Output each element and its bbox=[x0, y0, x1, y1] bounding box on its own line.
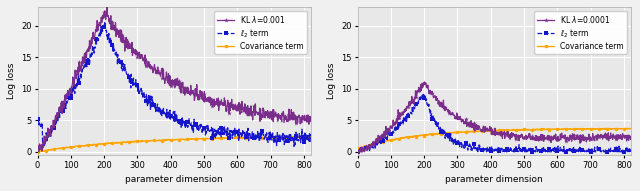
KL $\lambda$=0.001 bbox=[157, 69, 165, 71]
Covariance term bbox=[522, 129, 529, 131]
KL $\lambda$=0.0001 bbox=[477, 130, 485, 132]
KL $\lambda$=0.001 bbox=[103, 4, 111, 7]
KL $\lambda$=0.0001 bbox=[575, 138, 583, 140]
Covariance term bbox=[614, 127, 621, 129]
Covariance term bbox=[34, 151, 42, 153]
Line: $\ell_2$ term: $\ell_2$ term bbox=[356, 93, 632, 154]
KL $\lambda$=0.0001 bbox=[354, 151, 362, 153]
Line: Covariance term: Covariance term bbox=[356, 127, 632, 150]
$\ell_2$ term bbox=[307, 133, 314, 136]
Covariance term bbox=[627, 127, 634, 129]
$\ell_2$ term bbox=[614, 151, 621, 153]
Legend: KL $\lambda$=0.0001, $\ell_2$ term, Covariance term: KL $\lambda$=0.0001, $\ell_2$ term, Cova… bbox=[534, 11, 627, 54]
Covariance term bbox=[228, 137, 236, 139]
KL $\lambda$=0.0001 bbox=[548, 137, 556, 139]
KL $\lambda$=0.0001 bbox=[627, 138, 634, 141]
KL $\lambda$=0.0001 bbox=[614, 138, 621, 141]
Line: KL $\lambda$=0.001: KL $\lambda$=0.001 bbox=[35, 3, 313, 154]
$\ell_2$ term bbox=[548, 149, 556, 151]
Covariance term bbox=[355, 147, 362, 150]
Y-axis label: Log loss: Log loss bbox=[327, 63, 336, 99]
KL $\lambda$=0.001 bbox=[256, 107, 264, 109]
Covariance term bbox=[157, 139, 165, 142]
$\ell_2$ term bbox=[202, 129, 210, 131]
$\ell_2$ term bbox=[101, 20, 109, 23]
$\ell_2$ term bbox=[575, 150, 583, 152]
Line: $\ell_2$ term: $\ell_2$ term bbox=[36, 20, 312, 150]
KL $\lambda$=0.0001 bbox=[458, 120, 466, 122]
$\ell_2$ term bbox=[522, 150, 529, 153]
Covariance term bbox=[35, 151, 42, 153]
Y-axis label: Log loss: Log loss bbox=[7, 63, 16, 99]
Covariance term bbox=[255, 136, 263, 138]
KL $\lambda$=0.001 bbox=[138, 54, 146, 56]
KL $\lambda$=0.001 bbox=[34, 149, 42, 151]
$\ell_2$ term bbox=[419, 93, 427, 96]
KL $\lambda$=0.001 bbox=[34, 151, 42, 153]
Covariance term bbox=[300, 135, 307, 138]
KL $\lambda$=0.001 bbox=[294, 121, 301, 124]
Line: KL $\lambda$=0.0001: KL $\lambda$=0.0001 bbox=[355, 80, 633, 154]
X-axis label: parameter dimension: parameter dimension bbox=[125, 175, 223, 184]
Covariance term bbox=[202, 138, 209, 140]
Covariance term bbox=[354, 147, 362, 150]
$\ell_2$ term bbox=[229, 129, 237, 131]
$\ell_2$ term bbox=[294, 139, 301, 141]
X-axis label: parameter dimension: parameter dimension bbox=[445, 175, 543, 184]
KL $\lambda$=0.0001 bbox=[420, 81, 428, 83]
$\ell_2$ term bbox=[477, 148, 485, 150]
KL $\lambda$=0.0001 bbox=[522, 134, 529, 136]
$\ell_2$ term bbox=[458, 146, 466, 149]
KL $\lambda$=0.001 bbox=[229, 107, 237, 109]
Covariance term bbox=[458, 131, 466, 133]
Covariance term bbox=[294, 136, 301, 138]
$\ell_2$ term bbox=[354, 151, 362, 153]
Line: Covariance term: Covariance term bbox=[36, 135, 312, 154]
Covariance term bbox=[477, 130, 485, 132]
$\ell_2$ term bbox=[627, 149, 634, 151]
$\ell_2$ term bbox=[256, 140, 264, 142]
$\ell_2$ term bbox=[34, 118, 42, 121]
$\ell_2$ term bbox=[138, 90, 146, 92]
$\ell_2$ term bbox=[39, 146, 47, 149]
Covariance term bbox=[575, 128, 583, 130]
$\ell_2$ term bbox=[157, 109, 165, 111]
KL $\lambda$=0.001 bbox=[202, 99, 210, 101]
Covariance term bbox=[548, 128, 556, 130]
Legend: KL $\lambda$=0.001, $\ell_2$ term, Covariance term: KL $\lambda$=0.001, $\ell_2$ term, Covar… bbox=[214, 11, 307, 54]
Covariance term bbox=[599, 127, 607, 129]
KL $\lambda$=0.001 bbox=[307, 120, 314, 122]
Covariance term bbox=[307, 136, 314, 138]
Covariance term bbox=[138, 140, 146, 142]
